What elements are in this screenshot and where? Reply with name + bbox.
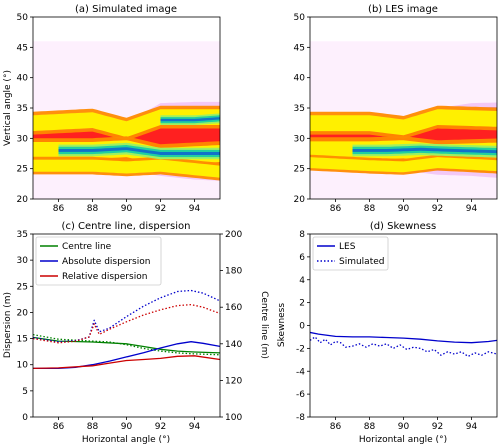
x-tick-label: 86: [330, 422, 342, 432]
y-tick-label: 2: [299, 299, 305, 309]
y-tick-label: 30: [17, 256, 29, 266]
y-tick-label: 25: [17, 165, 28, 175]
x-tick-label: 88: [87, 204, 99, 214]
y-tick-label: 6: [299, 253, 305, 263]
y-tick-label: 35: [294, 104, 305, 114]
panel-c-title: (c) Centre line, dispersion: [62, 221, 191, 232]
x-tick-label: 94: [189, 422, 201, 432]
y-tick-label: 10: [17, 361, 29, 371]
x-tick-label: 90: [398, 204, 410, 214]
y-tick-label: 30: [294, 134, 306, 144]
x-tick-label: 88: [364, 422, 376, 432]
panel-a-ylabel: Vertical angle (°): [3, 70, 13, 146]
panel-les-image: (b) LES image 86 88 90 92 94 20 25 30 35 40 45 50: [294, 4, 498, 214]
y-tick-label: 20: [17, 195, 29, 205]
y-tick-label: 0: [22, 413, 28, 423]
legend-c: Centre line Absolute dispersion Relative…: [35, 236, 162, 286]
legend-c-centre-line: Centre line: [62, 242, 112, 252]
plume-core-yellow: [310, 109, 497, 136]
y-tick-label: 20: [294, 195, 306, 205]
heatmap-simulated: [33, 41, 220, 199]
series-line-les-solid: [310, 331, 497, 344]
series-line-simulated-dotted: [310, 336, 497, 358]
x-tick-label: 94: [466, 422, 478, 432]
panel-c-xlabel: Horizontal angle (°): [82, 435, 170, 445]
y-tick-label: -6: [296, 390, 305, 400]
x-tick-label: 90: [121, 422, 133, 432]
series-line-absolute-dispersion-solid: [33, 341, 220, 370]
y-right-tick-label: 160: [225, 303, 242, 313]
y-tick-label: 40: [17, 74, 29, 84]
y-tick-label: -2: [296, 344, 305, 354]
skewness-lines: [310, 331, 497, 358]
plume-core-yellow: [33, 159, 220, 178]
series-line-relative-dispersion-solid: [33, 355, 220, 370]
panel-c-ylabel-right: Centre line (m): [259, 291, 269, 359]
y-tick-label: 5: [22, 387, 28, 397]
y-tick-label: 15: [17, 335, 28, 345]
y-tick-label: -4: [296, 367, 305, 377]
panel-skewness: (d) Skewness 86 88 90 92 94 -8 -6 -4 -2 0 2 4 6 8 Ske…: [277, 221, 498, 445]
series-line-centre-line-solid: [33, 336, 220, 354]
plume-core-blue: [352, 147, 497, 154]
x-tick-label: 88: [87, 422, 99, 432]
y-tick-label: 25: [294, 165, 305, 175]
x-tick-label: 94: [466, 204, 478, 214]
y-tick-label: 8: [299, 230, 305, 240]
plume-core-blue: [58, 147, 220, 155]
panel-b-title: (b) LES image: [368, 4, 438, 15]
y-tick-label: -8: [296, 413, 305, 423]
series-line-relative-dispersion-dotted: [33, 303, 220, 344]
x-tick-label: 86: [53, 204, 65, 214]
y-tick-label: 50: [294, 13, 306, 23]
x-tick-label: 94: [189, 204, 201, 214]
legend-d-les: LES: [339, 242, 356, 252]
y-tick-label: 20: [17, 308, 29, 318]
y-right-tick-label: 140: [225, 340, 242, 350]
legend-c-relative: Relative dispersion: [62, 272, 147, 282]
plume-core-blue: [160, 117, 220, 122]
legend-d: LES Simulated: [312, 236, 389, 271]
x-tick-label: 90: [121, 204, 133, 214]
x-tick-label: 92: [155, 422, 166, 432]
panel-simulated-image: (a) Simulated image 86 88 90 92 94 20 25 30 35 40…: [3, 4, 221, 214]
panel-d-ylabel: Skewness: [277, 303, 287, 347]
y-tick-label: 0: [299, 322, 305, 332]
panel-c-ylabel: Dispersion (m): [3, 292, 13, 358]
panel-a-title: (a) Simulated image: [75, 4, 177, 15]
x-tick-label: 86: [330, 204, 342, 214]
plume-core-yellow: [310, 157, 497, 173]
panel-d-title: (d) Skewness: [370, 221, 436, 232]
panel-centre-line-dispersion: (c) Centre line, dispersion 86 88 90 92 94 0 5…: [3, 221, 269, 445]
y-right-tick-label: 120: [225, 376, 242, 386]
legend-d-simulated: Simulated: [339, 257, 384, 267]
y-tick-label: 45: [294, 43, 305, 53]
y-tick-label: 45: [17, 43, 28, 53]
y-tick-label: 35: [17, 104, 28, 114]
panel-d-xlabel: Horizontal angle (°): [359, 435, 447, 445]
series-line-absolute-dispersion-dotted: [33, 289, 220, 343]
y-right-tick-label: 100: [225, 413, 242, 423]
x-tick-label: 92: [432, 204, 443, 214]
y-right-tick-label: 180: [225, 267, 242, 277]
legend-c-absolute: Absolute dispersion: [62, 257, 150, 267]
x-tick-label: 90: [398, 422, 410, 432]
heatmap-les: [310, 41, 497, 199]
y-tick-label: 50: [17, 13, 29, 23]
x-tick-label: 92: [432, 422, 443, 432]
x-tick-label: 88: [364, 204, 376, 214]
y-tick-label: 4: [299, 276, 305, 286]
y-tick-label: 40: [294, 74, 306, 84]
y-tick-label: 35: [17, 230, 28, 240]
y-tick-label: 30: [17, 134, 29, 144]
dispersion-lines: [33, 289, 220, 370]
x-tick-label: 92: [155, 204, 166, 214]
y-tick-label: 25: [17, 282, 28, 292]
x-tick-label: 86: [53, 422, 65, 432]
y-right-tick-label: 200: [225, 230, 242, 240]
